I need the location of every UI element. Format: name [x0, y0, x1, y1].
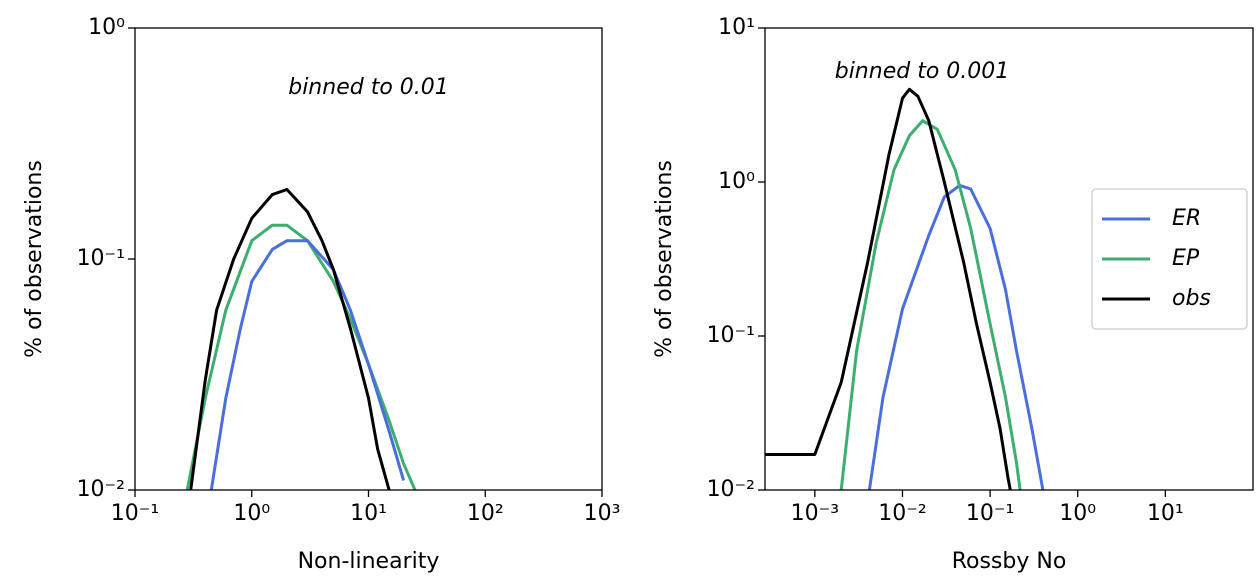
- x-tick-label: 10¹: [350, 501, 387, 526]
- legend-label: ER: [1172, 206, 1201, 231]
- legend-label: obs: [1172, 286, 1211, 311]
- x-axis-label: Rossby No: [952, 549, 1067, 574]
- axes-frame: [764, 27, 1254, 491]
- series-line: [189, 188, 391, 490]
- x-tick-label: 10⁻¹: [111, 501, 159, 526]
- legend-box: [1091, 188, 1248, 330]
- y-tick-label: 10⁰: [718, 169, 755, 194]
- x-tick-label: 10⁰: [1059, 501, 1096, 526]
- y-tick-label: 10⁻²: [77, 477, 125, 502]
- y-tick-label: 10⁻¹: [77, 246, 125, 271]
- y-tick-label: 10⁻²: [707, 477, 755, 502]
- x-tick-label: 10³: [584, 501, 621, 526]
- annotation: binned to 0.01: [288, 75, 449, 100]
- series-line: [209, 239, 406, 490]
- x-tick-label: 10¹: [1147, 501, 1184, 526]
- y-axis-label: % of observations: [652, 160, 677, 358]
- legend-label: EP: [1172, 246, 1200, 271]
- x-tick-label: 10⁻¹: [966, 501, 1014, 526]
- series-line: [765, 87, 1012, 490]
- x-tick-label: 10⁻²: [878, 501, 926, 526]
- x-tick-label: 10⁻³: [791, 501, 839, 526]
- x-axis-label: Non-linearity: [298, 549, 440, 574]
- annotation: binned to 0.001: [835, 59, 1010, 84]
- y-tick-label: 10⁰: [88, 15, 125, 40]
- y-tick-label: 10⁻¹: [707, 323, 755, 348]
- y-axis-label: % of observations: [22, 160, 47, 358]
- series-line: [867, 183, 1045, 490]
- x-tick-label: 10⁰: [233, 501, 270, 526]
- series-line: [839, 119, 1022, 490]
- x-tick-label: 10²: [467, 501, 504, 526]
- series-line: [185, 223, 417, 490]
- y-tick-label: 10¹: [718, 15, 755, 40]
